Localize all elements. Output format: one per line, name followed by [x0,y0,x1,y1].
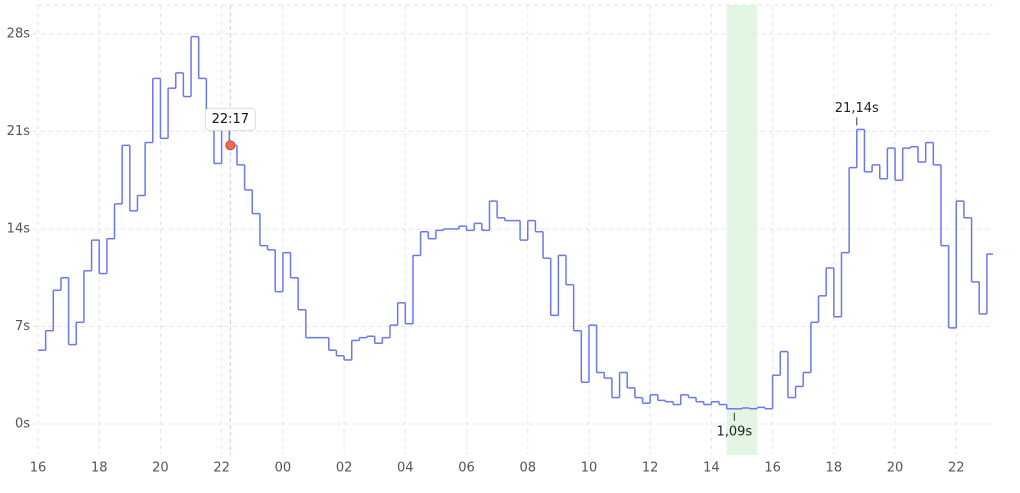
x-tick-label: 00 [275,461,292,476]
x-tick-label: 20 [887,461,904,476]
x-tick-label: 06 [458,461,475,476]
x-tick-label: 12 [642,461,659,476]
x-tick-label: 22 [213,461,230,476]
x-tick-label: 22 [948,461,965,476]
x-tick-label: 20 [152,461,169,476]
x-tick-label: 08 [519,461,536,476]
highlight-band [726,5,758,455]
x-tick-label: 16 [764,461,781,476]
x-tick-label: 04 [397,461,414,476]
x-tick-label: 10 [581,461,598,476]
y-tick-label: 7s [15,319,30,334]
x-tick-label: 16 [30,461,47,476]
x-tick-label: 18 [826,461,843,476]
annotation-label: 21,14s [835,101,879,116]
annotation-label: 1,09s [716,424,752,439]
y-tick-label: 0s [15,417,30,432]
cursor-dot [225,140,236,151]
x-tick-label: 02 [336,461,353,476]
step-connector [44,36,988,409]
y-tick-label: 14s [7,221,31,236]
tooltip-box [204,107,256,131]
y-tick-label: 28s [7,26,31,41]
series [38,35,993,410]
x-tick-label: 18 [91,461,108,476]
tooltip-label: 22:17 [212,112,249,127]
x-tick-label: 14 [703,461,720,476]
y-tick-label: 21s [7,124,31,139]
